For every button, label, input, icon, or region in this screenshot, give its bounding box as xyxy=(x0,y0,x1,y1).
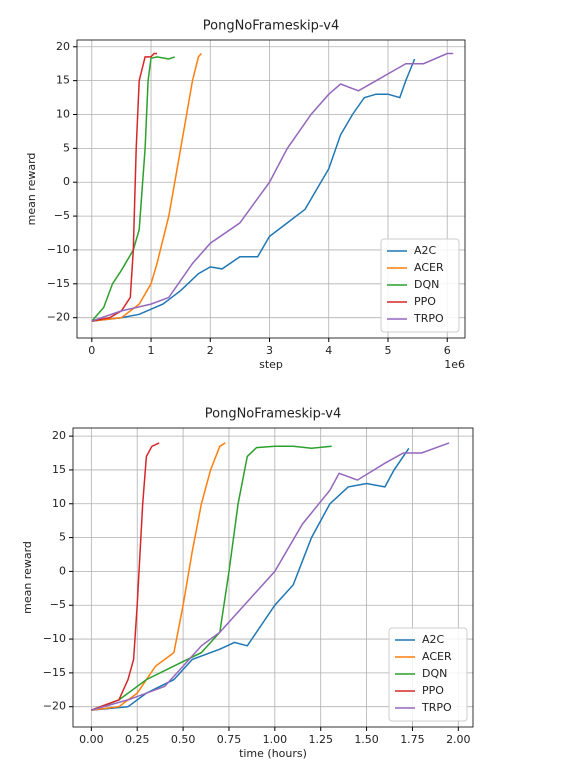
x-tick-label: 2 xyxy=(207,344,214,357)
x-tick-label: 1.00 xyxy=(263,733,288,746)
y-tick-label: −10 xyxy=(47,243,70,256)
x-axis-label: step xyxy=(259,358,283,371)
legend-label: ACER xyxy=(414,261,444,274)
chart-title: PongNoFrameskip-v4 xyxy=(203,19,339,34)
x-tick-label: 0 xyxy=(88,344,95,357)
legend-label: ACER xyxy=(422,650,452,663)
x-tick-label: 1.50 xyxy=(354,733,379,746)
series-line xyxy=(91,52,454,322)
legend-label: TRPO xyxy=(413,312,444,325)
x-tick-label: 2.00 xyxy=(446,733,471,746)
legend-label: DQN xyxy=(422,667,447,680)
y-tick-label: 15 xyxy=(52,463,66,476)
y-tick-label: −20 xyxy=(43,700,66,713)
x-tick-label: 0.00 xyxy=(79,733,104,746)
y-tick-label: −10 xyxy=(43,632,66,645)
y-tick-label: −5 xyxy=(50,598,66,611)
y-tick-label: 20 xyxy=(52,429,66,442)
x-tick-label: 0.25 xyxy=(125,733,150,746)
x-tick-label: 6 xyxy=(444,344,451,357)
y-tick-label: 0 xyxy=(59,564,66,577)
y-tick-label: 0 xyxy=(63,175,70,188)
y-tick-label: 5 xyxy=(63,141,70,154)
plot-frame xyxy=(76,39,466,339)
x-tick-label: 5 xyxy=(384,344,391,357)
y-tick-label: −15 xyxy=(43,666,66,679)
legend-label: PPO xyxy=(414,295,436,308)
series-line xyxy=(91,442,450,711)
series-line xyxy=(91,52,157,322)
legend-label: PPO xyxy=(422,684,444,697)
legend-label: DQN xyxy=(414,278,439,291)
y-tick-label: 15 xyxy=(56,74,70,87)
x-tick-label: 4 xyxy=(325,344,332,357)
y-tick-label: 10 xyxy=(52,497,66,510)
y-tick-label: −20 xyxy=(47,311,70,324)
series-line xyxy=(91,56,175,322)
x-axis-label: time (hours) xyxy=(239,747,307,760)
y-tick-label: 10 xyxy=(56,108,70,121)
x-offset-label: 1e6 xyxy=(444,358,465,371)
legend-label: TRPO xyxy=(421,701,452,714)
x-tick-label: 0.75 xyxy=(217,733,242,746)
y-tick-label: −15 xyxy=(47,277,70,290)
chart-title: PongNoFrameskip-v4 xyxy=(205,407,341,422)
x-tick-label: 1.75 xyxy=(400,733,425,746)
legend-label: A2C xyxy=(414,244,437,257)
x-tick-label: 0.50 xyxy=(171,733,196,746)
x-tick-label: 1.25 xyxy=(308,733,333,746)
y-tick-label: 20 xyxy=(56,40,70,53)
y-axis-label: mean reward xyxy=(25,153,38,226)
plot-frame xyxy=(72,427,474,728)
x-tick-label: 1 xyxy=(148,344,155,357)
series-line xyxy=(91,447,410,711)
series-line xyxy=(91,53,202,322)
series-line xyxy=(91,445,332,711)
legend-box xyxy=(388,627,468,722)
series-line xyxy=(91,442,226,711)
legend-box xyxy=(380,238,460,333)
x-tick-label: 3 xyxy=(266,344,273,357)
y-tick-label: 5 xyxy=(59,531,66,544)
y-tick-label: −5 xyxy=(54,209,70,222)
series-line xyxy=(91,58,416,322)
series-line xyxy=(91,442,160,711)
legend-label: A2C xyxy=(422,633,445,646)
y-axis-label: mean reward xyxy=(21,541,34,614)
